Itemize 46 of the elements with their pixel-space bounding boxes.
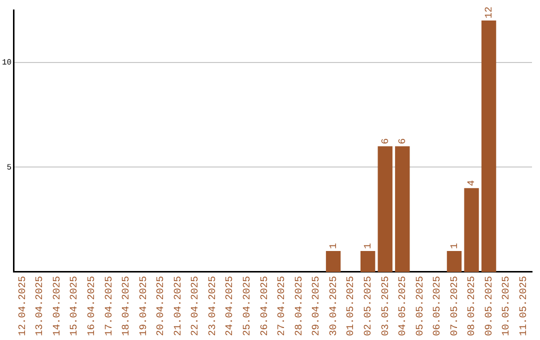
bar [395,146,410,272]
x-tick-label: 29.04.2025 [312,276,323,336]
x-tick-label: 22.04.2025 [190,276,202,336]
data-label: 6 [398,138,410,144]
x-tick-label: 15.04.2025 [70,276,81,336]
data-label: 1 [363,243,374,250]
x-tick-label: 05.05.2025 [415,276,426,336]
x-tick-label: 13.04.2025 [35,276,46,336]
x-tick-label: 19.04.2025 [138,276,150,336]
y-tick-label: 10 [2,58,12,68]
x-tick-label: 28.04.2025 [294,276,306,336]
x-tick-label: 26.04.2025 [260,276,271,336]
bar [326,251,341,272]
x-tick-label: 03.05.2025 [380,276,392,336]
x-tick-label: 11.05.2025 [519,276,530,336]
x-tick-label: 10.05.2025 [502,276,513,336]
x-tick-label: 14.04.2025 [52,276,64,336]
data-label: 1 [450,243,461,250]
x-tick-label: 20.04.2025 [156,276,168,336]
x-tick-label: 18.04.2025 [122,276,133,336]
x-tick-label: 21.04.2025 [173,276,184,336]
x-tick-label: 23.04.2025 [208,276,219,336]
x-tick-label: 24.04.2025 [225,276,236,336]
x-tick-label: 27.04.2025 [277,276,288,336]
y-tick-label: 5 [6,163,12,172]
data-label: 1 [328,243,340,250]
bar [378,146,392,272]
bar [481,20,496,272]
x-tick-label: 07.05.2025 [450,276,461,336]
x-tick-label: 16.04.2025 [87,276,98,336]
x-tick-label: 25.04.2025 [242,276,254,336]
x-tick-label: 04.05.2025 [398,276,410,336]
data-label: 12 [484,6,496,18]
data-label: 6 [380,138,392,144]
bar [446,251,462,272]
x-tick-label: 08.05.2025 [467,276,478,336]
x-tick-label: 17.04.2025 [104,276,116,336]
x-tick-label: 12.04.2025 [18,276,29,336]
x-tick-label: 09.05.2025 [484,276,496,336]
x-tick-label: 02.05.2025 [363,276,374,336]
x-tick-label: 06.05.2025 [432,276,444,336]
bar [464,188,479,272]
data-label: 4 [467,180,478,186]
x-tick-label: 30.04.2025 [328,276,340,336]
bar [360,251,376,272]
x-tick-label: 01.05.2025 [346,276,358,336]
